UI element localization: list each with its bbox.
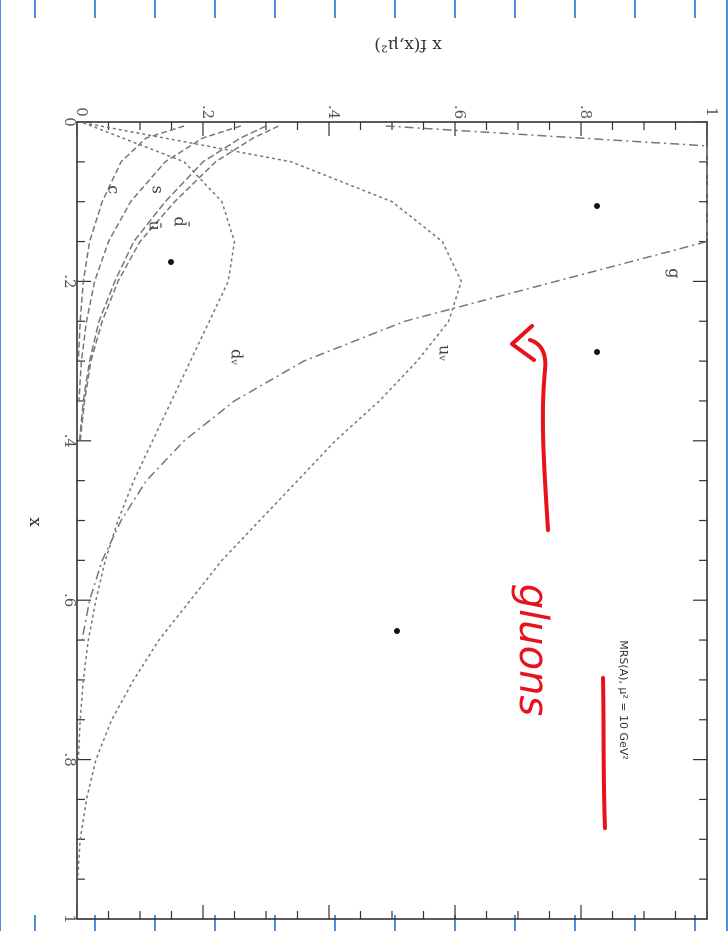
arrow-head	[510, 324, 536, 362]
scan-dots	[168, 203, 600, 634]
gluons-underline	[601, 676, 607, 830]
x-tick-label: .8	[61, 752, 79, 766]
curve-labels: g uᵥ dᵥ d̄ ū s c	[105, 185, 685, 365]
y-tick-label: .2	[199, 105, 217, 119]
series-label: dᵥ	[227, 349, 246, 365]
x-tick-label: .4	[61, 434, 79, 448]
axis-tick-labels: 0 .2 .4 .6 .8 1 0 .2 .4 .6 .8 1	[61, 105, 721, 924]
x-tick-label: 0	[61, 117, 79, 127]
x-tick-label: .2	[61, 274, 79, 288]
series-label: ū	[145, 220, 164, 230]
y-tick-label: .8	[577, 105, 595, 119]
y-tick-label: .6	[451, 105, 469, 119]
y-tick-label: .4	[325, 105, 343, 119]
x-tick-label: 1	[61, 914, 79, 924]
series-label: s	[149, 186, 168, 194]
series-line	[78, 125, 242, 401]
axis-ticks	[76, 121, 708, 920]
series-line	[76, 122, 463, 880]
plot-frame	[76, 121, 708, 920]
x-axis-title: x	[25, 517, 45, 527]
series-line	[79, 125, 279, 441]
series-line	[78, 125, 267, 441]
y-tick-label: 1	[703, 107, 721, 117]
handwritten-annotation	[510, 324, 607, 830]
series-line	[81, 125, 708, 641]
y-tick-label: 0	[73, 107, 91, 117]
y-axis-title: x f(x,μ²)	[374, 35, 441, 55]
arrow-shaft	[528, 338, 550, 532]
series-line	[77, 125, 185, 362]
pdf-curves	[76, 122, 708, 880]
gluons-handwriting: gluons	[510, 584, 556, 717]
series-label: d̄	[171, 217, 192, 228]
series-label: uᵥ	[435, 345, 454, 361]
series-line	[77, 122, 236, 760]
series-label: c	[105, 185, 124, 194]
series-label: g	[665, 268, 684, 278]
plot-annotation: MRS(A), μ² = 10 GeV²	[617, 640, 630, 760]
x-tick-label: .6	[61, 593, 79, 607]
